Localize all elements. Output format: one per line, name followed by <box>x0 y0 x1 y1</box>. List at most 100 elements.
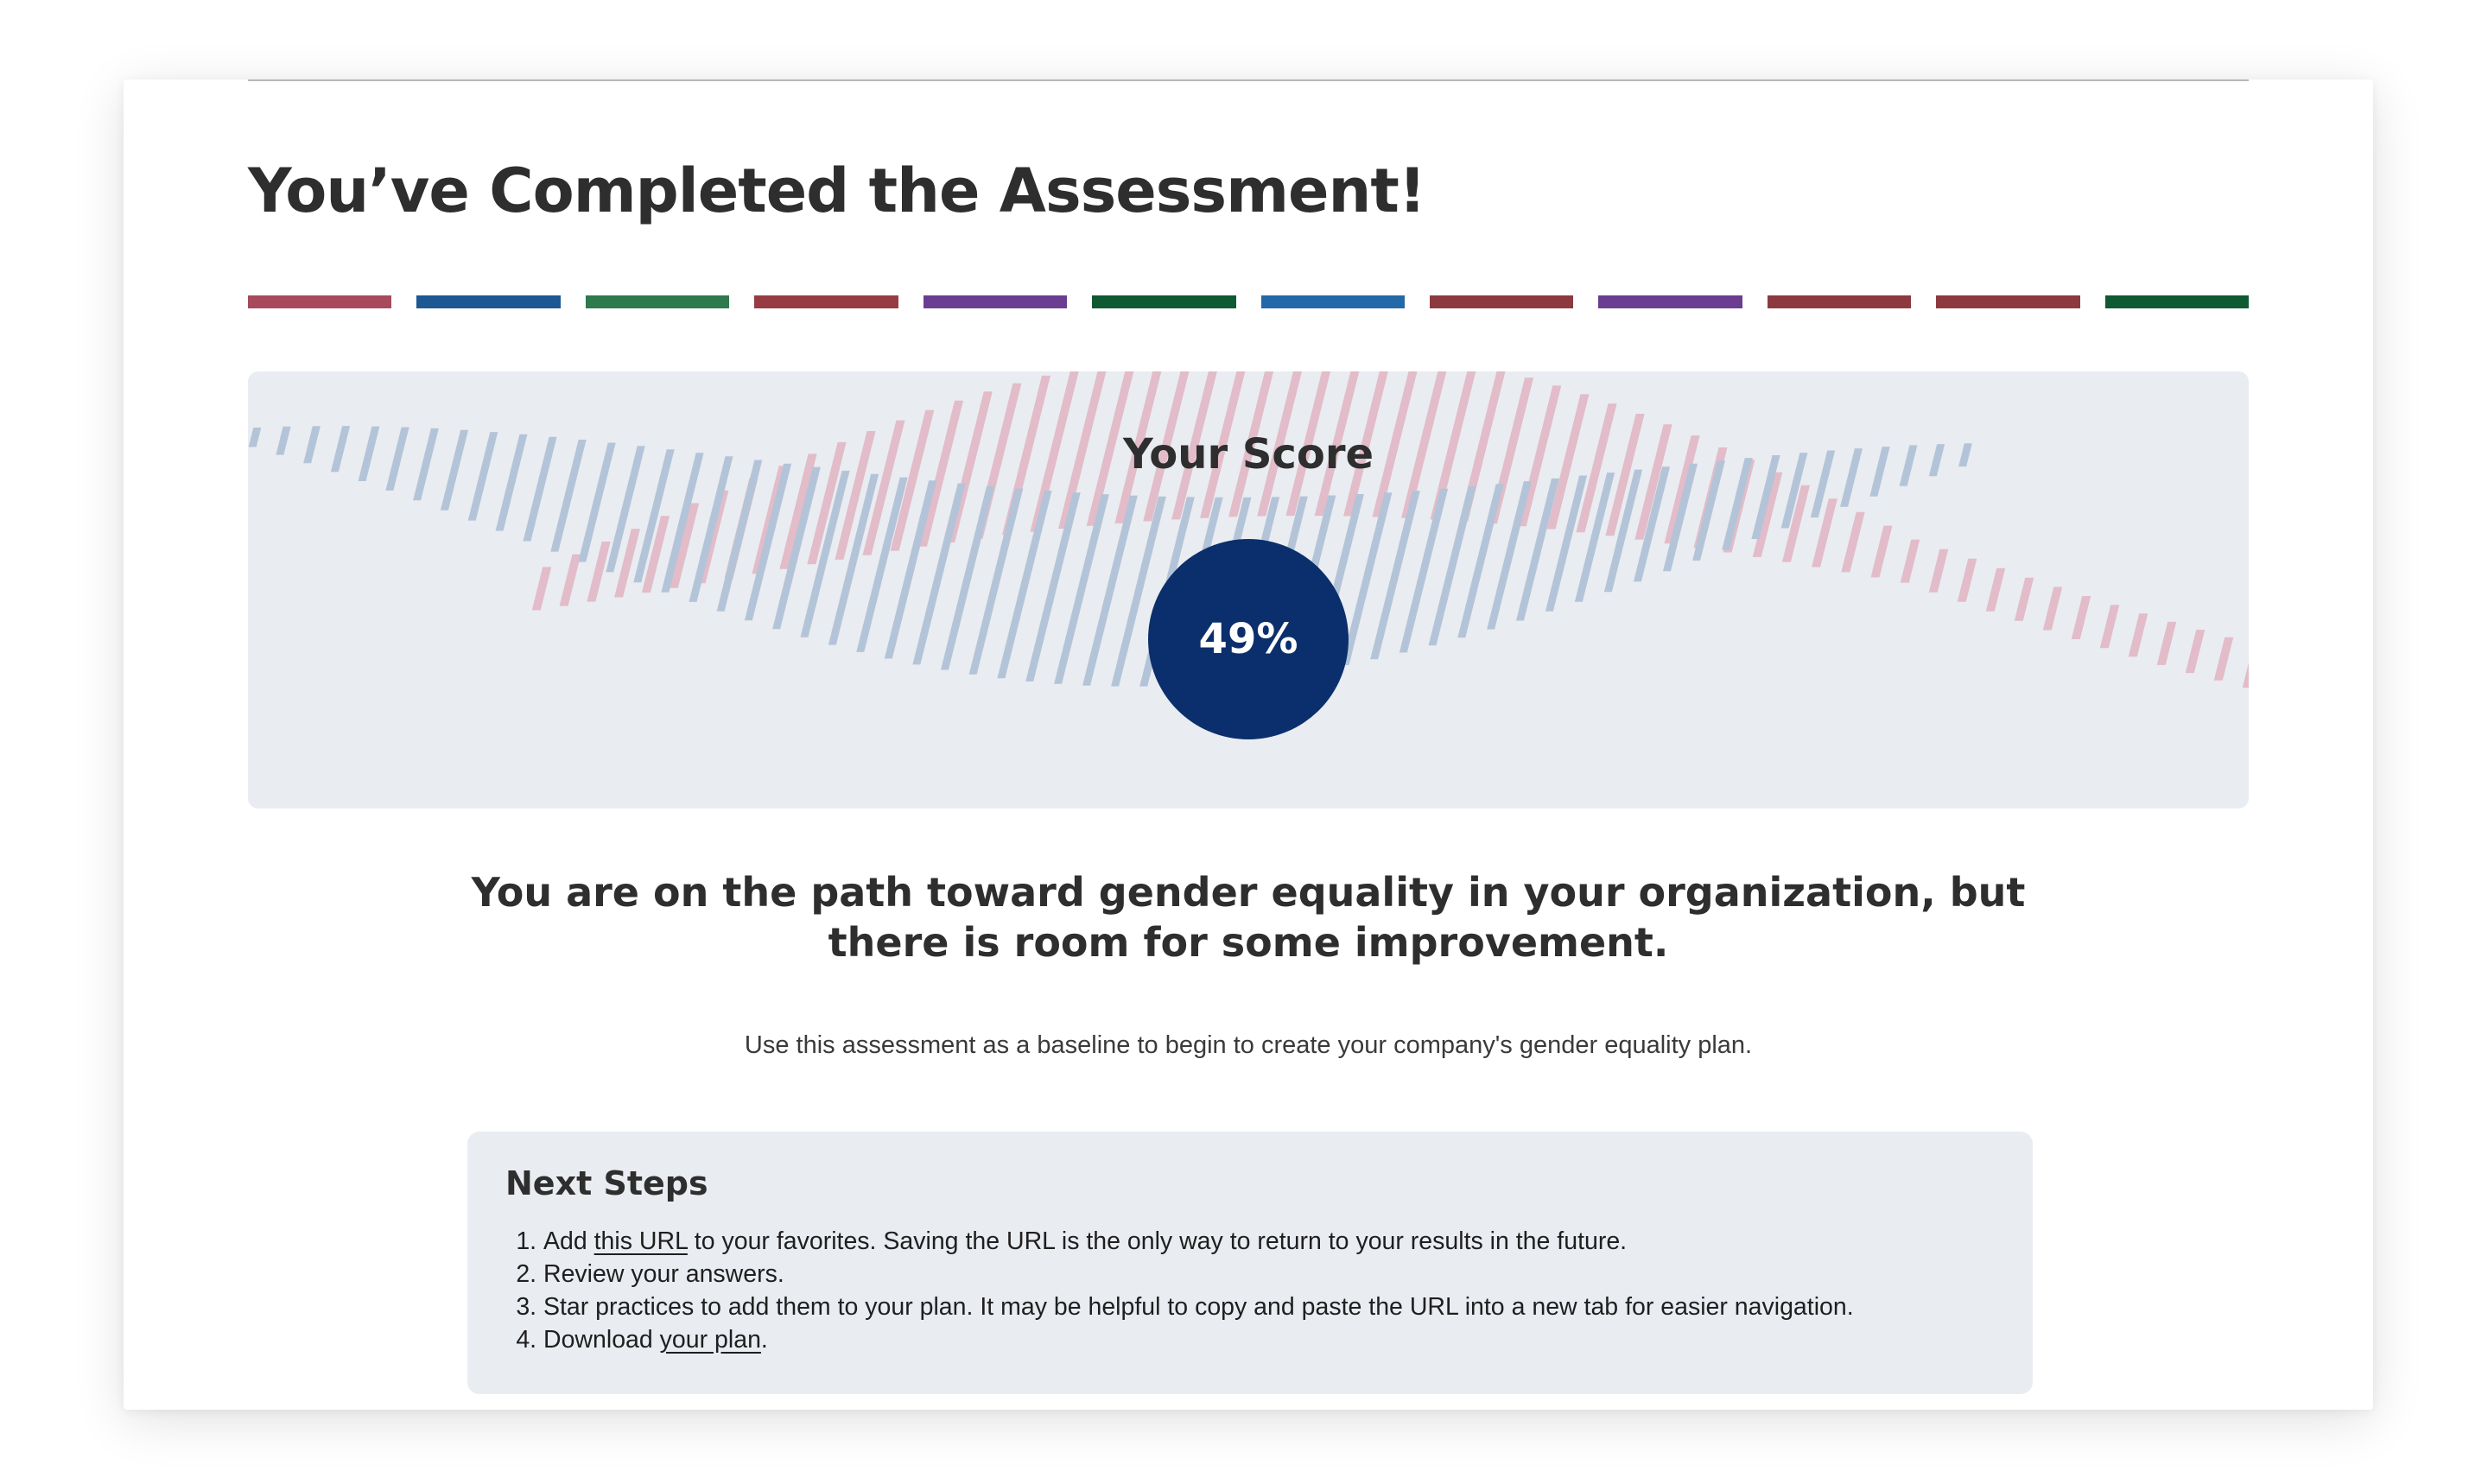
pink-wave-stripe <box>1546 394 1590 530</box>
blue-wave-stripe <box>633 449 675 583</box>
blue-wave-stripe <box>330 426 351 472</box>
progress-segment-9 <box>1598 295 1742 308</box>
progress-segment-12 <box>2104 295 2250 308</box>
blue-wave-stripe <box>856 477 908 652</box>
pink-wave-stripe <box>1752 472 1783 557</box>
pink-wave-stripe <box>2099 605 2120 649</box>
top-divider <box>248 79 2249 81</box>
pink-wave-stripe <box>1634 424 1672 540</box>
pink-wave-stripe <box>917 400 964 547</box>
pink-wave-stripe <box>2071 596 2091 639</box>
pink-wave-stripe <box>1372 371 1422 517</box>
progress-segment-11 <box>1936 295 2080 308</box>
pink-wave-stripe <box>559 554 581 606</box>
pink-wave-stripe <box>890 409 935 551</box>
blue-wave-stripe <box>884 480 937 659</box>
blue-wave-stripe <box>578 442 616 562</box>
progress-segment-10 <box>1767 295 1912 308</box>
pink-wave-stripe <box>2156 621 2177 665</box>
pink-wave-stripe <box>1957 558 1977 602</box>
next-step-item: Review your answers. <box>543 1258 1854 1291</box>
blue-wave-stripe <box>523 436 557 542</box>
blue-wave-stripe <box>606 446 645 573</box>
pink-wave-stripe <box>1928 549 1949 593</box>
pink-wave-stripe <box>1459 371 1506 522</box>
blue-wave-stripe <box>1399 488 1449 653</box>
progress-segment-1 <box>248 295 392 308</box>
blue-wave-stripe <box>912 483 966 665</box>
progress-segment-8 <box>1429 295 1574 308</box>
progress-segment-4 <box>754 295 898 308</box>
score-panel: Your Score 49% <box>248 371 2249 809</box>
pink-wave-stripe <box>1285 371 1337 517</box>
your-plan-link[interactable]: your plan <box>659 1326 761 1354</box>
blue-wave-stripe <box>1780 453 1808 529</box>
blue-wave-stripe <box>385 427 409 491</box>
pink-wave-stripe <box>1171 371 1223 520</box>
blue-wave-stripe <box>940 485 995 670</box>
pink-wave-stripe <box>1870 525 1893 578</box>
pink-wave-stripe <box>1114 371 1166 523</box>
blue-wave-stripe <box>550 440 587 552</box>
pink-wave-stripe <box>2014 577 2034 621</box>
pink-wave-stripe <box>1030 371 1080 532</box>
blue-wave-stripe <box>1603 469 1643 593</box>
blue-wave-stripe <box>1840 448 1863 507</box>
blue-wave-stripe <box>1751 455 1780 539</box>
blue-wave-stripe <box>1958 443 1972 467</box>
pink-wave-stripe <box>2185 630 2206 674</box>
this-url-link[interactable]: this URL <box>593 1227 688 1255</box>
pink-wave-stripe <box>1086 371 1138 526</box>
progress-segment-2 <box>416 295 561 308</box>
next-steps-heading: Next Steps <box>505 1164 708 1202</box>
pink-wave-stripe <box>1430 371 1478 520</box>
blue-wave-stripe <box>1515 478 1560 621</box>
blue-wave-stripe <box>303 426 321 464</box>
next-step-item: Download your plan. <box>543 1323 1854 1356</box>
pink-wave-stripe <box>1841 511 1865 573</box>
blue-wave-stripe <box>1869 447 1890 497</box>
pink-wave-stripe <box>1400 371 1450 518</box>
blue-wave-stripe <box>1574 472 1615 602</box>
blue-wave-stripe <box>1928 444 1945 477</box>
blue-wave-stripe <box>1487 481 1532 630</box>
blue-wave-stripe <box>467 432 498 521</box>
blue-wave-stripe <box>1722 458 1753 550</box>
pink-wave-stripe <box>1343 371 1393 517</box>
pink-wave-stripe <box>779 453 817 569</box>
next-step-item: Add this URL to your favorites. Saving t… <box>543 1225 1854 1258</box>
pink-wave-stripe <box>1314 371 1366 517</box>
pink-wave-stripe <box>2242 644 2249 688</box>
blue-wave-stripe <box>744 463 792 621</box>
pink-wave-stripe <box>2128 613 2148 657</box>
pink-wave-stripe <box>641 516 670 593</box>
blue-wave-stripe <box>968 488 1024 675</box>
pink-wave-stripe <box>1143 371 1195 522</box>
blue-wave-stripe <box>248 428 262 447</box>
section-progress-bar <box>248 295 2250 309</box>
blue-wave-stripe <box>1111 496 1166 687</box>
blue-wave-stripe <box>1025 492 1081 682</box>
blue-wave-stripe <box>358 426 380 481</box>
blue-wave-stripe <box>1810 450 1836 518</box>
blue-wave-stripe <box>1899 445 1918 486</box>
pink-wave <box>531 371 2249 688</box>
pink-wave-stripe <box>1257 371 1309 517</box>
pink-wave-stripe <box>807 441 847 565</box>
blue-wave-stripe <box>1054 494 1109 684</box>
score-circle: 49% <box>1148 539 1349 739</box>
blue-wave-stripe <box>276 426 291 455</box>
blue-wave-stripe <box>1692 460 1725 561</box>
blue-wave-stripe <box>1341 492 1393 665</box>
progress-segment-5 <box>923 295 1068 308</box>
progress-segment-3 <box>585 295 730 308</box>
pink-wave-stripe <box>862 420 905 555</box>
progress-segment-6 <box>1092 295 1236 308</box>
pink-wave-stripe <box>1576 403 1617 533</box>
blue-wave-stripe <box>1662 463 1698 572</box>
pink-wave-stripe <box>614 529 640 598</box>
results-page: You’ve Completed the Assessment! Your Sc… <box>124 79 2373 1410</box>
pink-wave-stripe <box>1812 498 1837 568</box>
pink-wave-stripe <box>1900 539 1920 583</box>
blue-wave-stripe <box>413 428 439 501</box>
